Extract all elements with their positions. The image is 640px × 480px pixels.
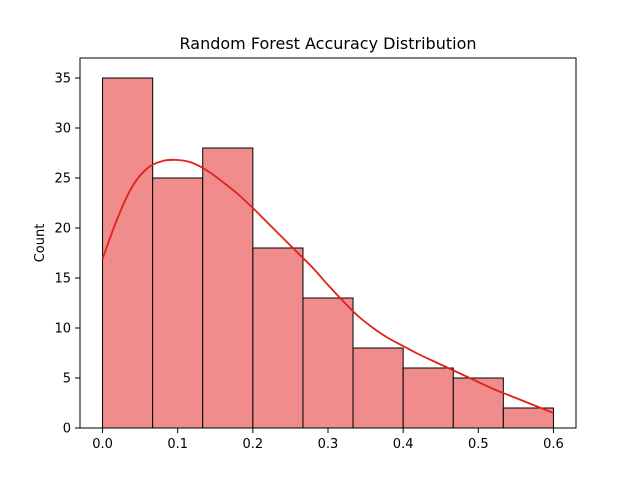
x-tick-label: 0.0 [92, 437, 113, 452]
y-tick-label: 0 [63, 422, 71, 437]
histogram-bar [302, 297, 354, 429]
y-tick-label: 20 [54, 222, 71, 237]
histogram-bar [402, 367, 454, 429]
x-tick-label: 0.5 [468, 437, 489, 452]
y-tick-label: 5 [63, 372, 71, 387]
x-tick-label: 0.2 [243, 437, 264, 452]
y-tick-label: 30 [54, 122, 71, 137]
histogram-bar [252, 247, 304, 429]
histogram-bar [152, 177, 204, 429]
x-tick-label: 0.1 [167, 437, 188, 452]
histogram-bar [102, 77, 154, 429]
kde-curve [101, 158, 554, 414]
y-tick-label: 35 [54, 72, 71, 87]
histogram-bar [202, 147, 254, 429]
histogram-bar [352, 347, 404, 429]
x-axis: 0.0 0.1 0.2 0.3 0.4 0.5 0.6 [92, 428, 564, 452]
chart-title: Random Forest Accuracy Distribution [180, 34, 477, 53]
y-tick-label: 15 [54, 272, 71, 287]
x-tick-label: 0.3 [318, 437, 339, 452]
x-tick-label: 0.6 [543, 437, 564, 452]
y-axis-label: Count [33, 224, 48, 263]
x-tick-label: 0.4 [393, 437, 414, 452]
histogram-bar [502, 407, 554, 429]
y-tick-label: 10 [54, 322, 71, 337]
histogram-bar [452, 377, 504, 429]
y-axis: 0 5 10 15 20 25 30 35 [54, 72, 80, 437]
y-tick-label: 25 [54, 172, 71, 187]
histogram-bars [102, 77, 554, 429]
